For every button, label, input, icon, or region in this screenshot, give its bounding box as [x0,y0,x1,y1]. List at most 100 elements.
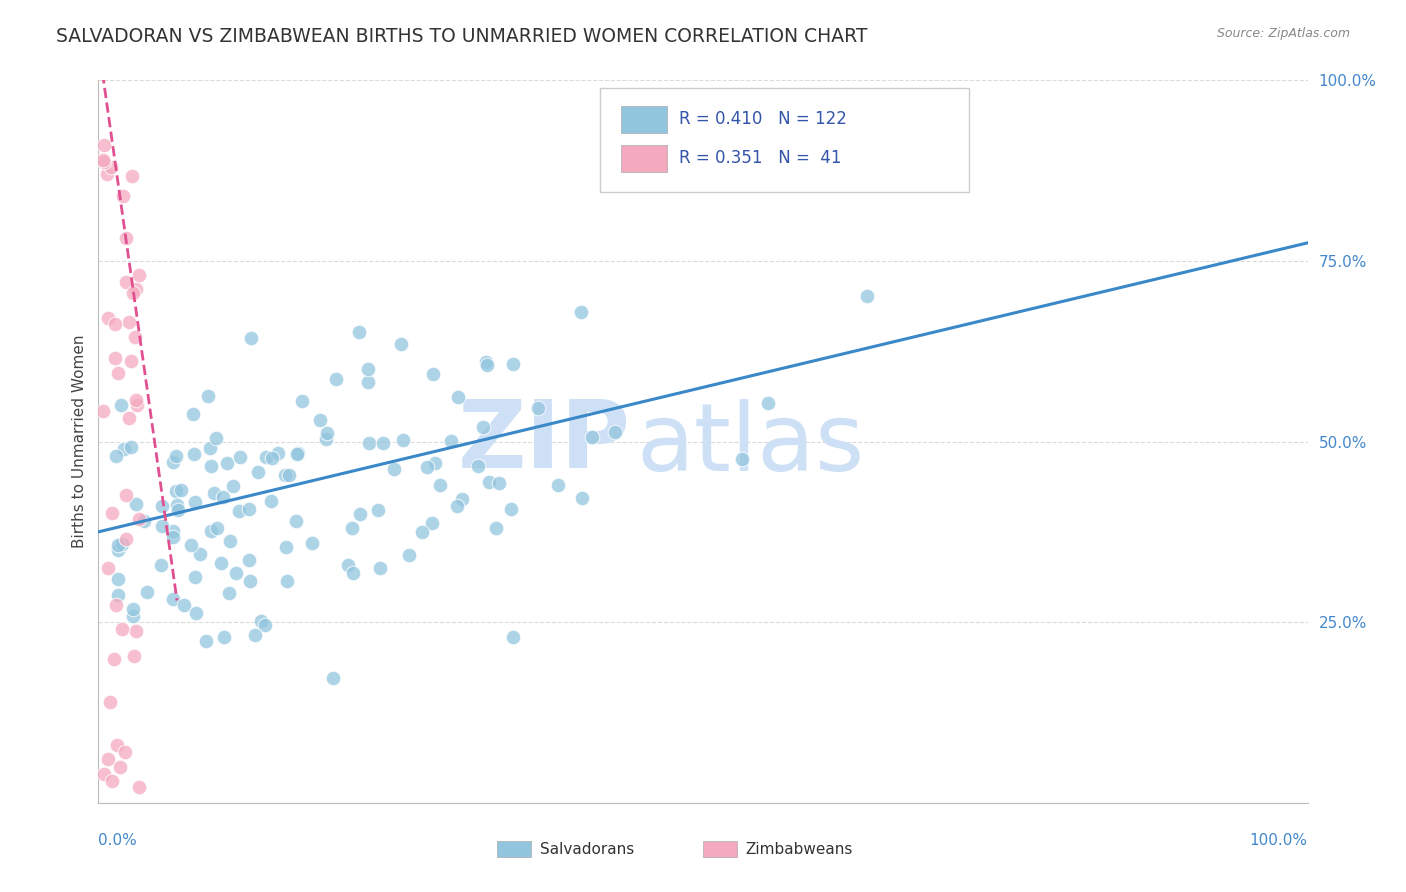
Point [97,561,120,575]
Point [125,398,148,412]
Point [194,634,217,648]
Point [357,361,380,376]
Point [96,167,118,181]
Point [184,495,207,509]
Point [605,425,627,439]
Point [429,478,451,492]
Point [447,390,470,404]
Point [238,502,260,516]
Point [198,442,221,456]
Point [121,602,143,616]
Point [238,553,260,567]
Point [349,508,371,522]
Point [165,449,187,463]
Point [229,450,252,464]
Point [212,491,235,505]
Point [97,310,120,325]
Point [183,447,205,461]
Point [389,337,412,351]
Point [855,289,877,303]
Point [499,501,522,516]
Point [474,355,496,369]
Point [197,388,219,402]
Point [101,506,124,520]
Point [125,282,148,296]
Point [475,359,498,373]
Point [219,534,242,549]
Point [125,497,148,511]
Point [128,268,150,282]
Point [446,499,468,513]
Point [111,622,134,636]
Point [301,535,323,549]
Point [134,514,156,528]
Text: 0.0%: 0.0% [98,833,138,848]
Point [420,516,443,531]
Point [205,431,228,445]
Point [107,366,129,380]
Point [180,538,202,552]
Point [371,435,394,450]
Point [104,449,127,463]
Point [368,560,391,574]
Point [571,491,593,505]
Point [502,630,524,644]
Point [472,420,495,434]
Point [188,547,211,561]
Point [115,532,138,546]
Point [103,652,125,666]
Point [485,521,508,535]
Point [165,483,187,498]
Bar [621,145,666,172]
Point [107,542,129,557]
Point [337,558,360,572]
Bar [621,105,666,133]
Y-axis label: Births to Unmarried Women: Births to Unmarried Women [72,334,87,549]
Point [287,445,309,459]
Point [209,556,232,570]
Point [569,305,592,319]
Point [411,524,433,539]
Point [93,767,115,781]
Point [228,504,250,518]
Point [93,155,115,169]
Point [527,401,550,415]
Point [502,358,524,372]
Point [285,514,308,528]
Point [93,138,115,153]
Point [105,738,128,752]
Point [91,153,114,167]
Text: Source: ZipAtlas.com: Source: ZipAtlas.com [1216,27,1350,40]
Point [173,598,195,612]
Point [162,524,184,538]
Point [105,599,128,613]
Point [274,541,297,555]
Point [118,315,141,329]
Point [122,609,145,624]
Point [205,521,228,535]
Point [357,375,380,389]
Point [422,367,444,381]
Point [111,536,134,550]
Point [104,317,127,331]
Point [225,566,247,581]
Bar [703,841,737,857]
Text: Zimbabweans: Zimbabweans [745,841,852,856]
Point [117,410,139,425]
Point [104,351,127,365]
Text: 100.0%: 100.0% [1250,833,1308,848]
Point [107,538,129,552]
Point [115,276,138,290]
Point [162,530,184,544]
Point [200,524,222,539]
Point [122,649,145,664]
Point [120,353,142,368]
Text: Salvadorans: Salvadorans [540,841,634,856]
Point [150,519,173,533]
Point [440,434,463,448]
Point [100,774,122,789]
Point [277,467,299,482]
Text: atlas: atlas [637,399,865,491]
Point [260,493,283,508]
Point [392,434,415,448]
